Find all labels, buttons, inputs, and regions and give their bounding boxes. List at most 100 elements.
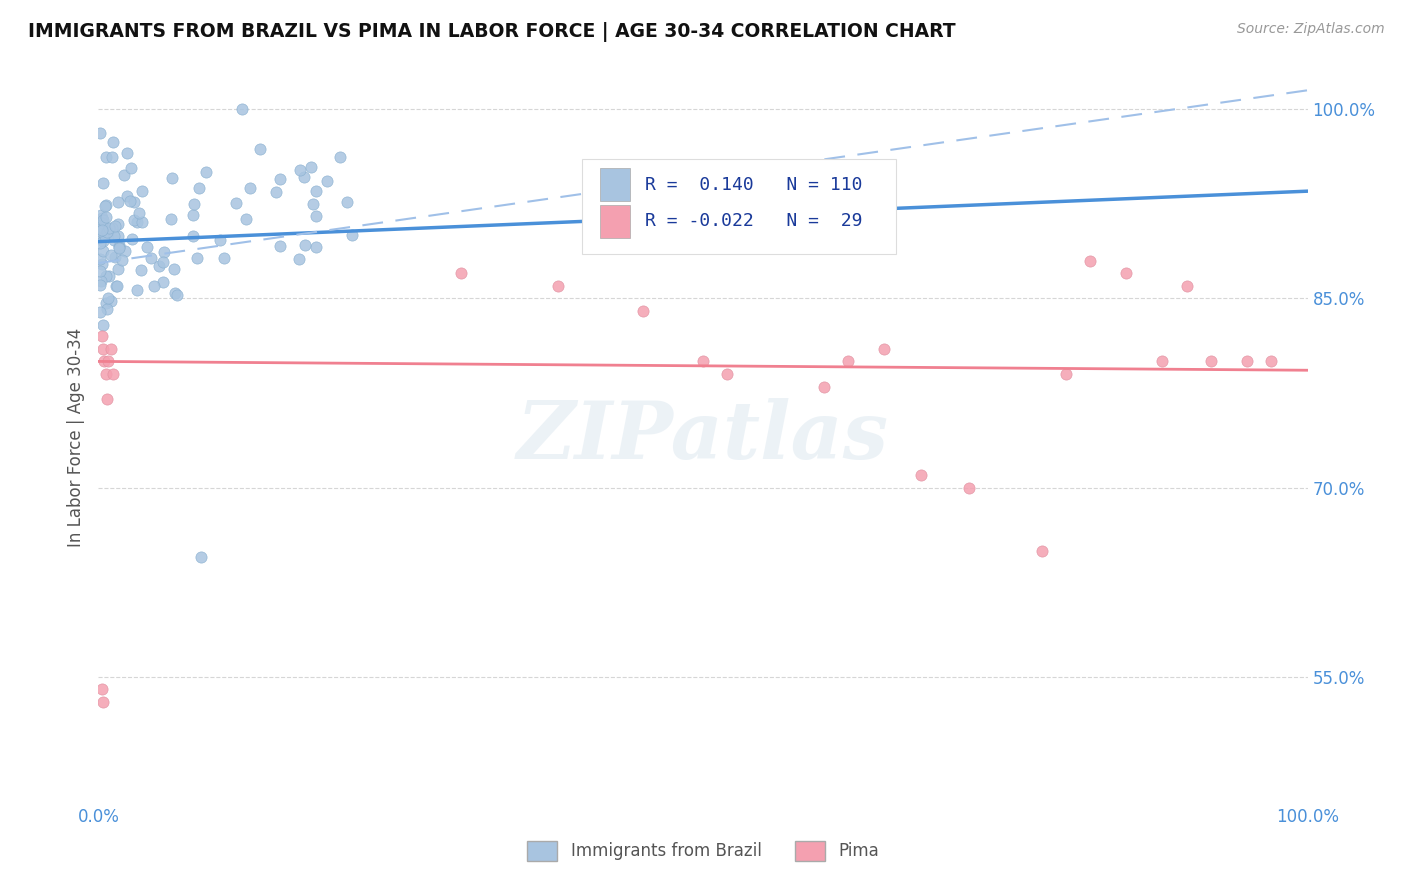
Point xyxy=(89,230,111,244)
Point xyxy=(107,217,129,231)
FancyBboxPatch shape xyxy=(600,205,630,238)
Point xyxy=(94,150,117,164)
Point xyxy=(631,304,654,318)
Text: R = -0.022   N =  29: R = -0.022 N = 29 xyxy=(645,212,862,230)
Point xyxy=(163,285,186,300)
Point xyxy=(93,222,115,236)
Point xyxy=(90,223,112,237)
Point xyxy=(266,186,288,200)
Point xyxy=(335,194,357,209)
Point xyxy=(104,278,127,293)
Point xyxy=(316,174,339,188)
Point xyxy=(97,268,120,283)
Point xyxy=(269,171,291,186)
Point xyxy=(131,263,153,277)
Point xyxy=(1152,354,1174,368)
Point xyxy=(89,278,111,293)
Point xyxy=(96,295,118,310)
Point xyxy=(329,150,352,164)
Point xyxy=(103,228,125,243)
Point xyxy=(107,239,129,253)
Point xyxy=(112,169,135,183)
Point xyxy=(194,165,217,179)
Point xyxy=(186,251,208,265)
Point xyxy=(235,212,257,227)
Point xyxy=(131,184,153,198)
Point xyxy=(114,244,136,259)
Point xyxy=(91,234,114,248)
Point xyxy=(89,126,111,140)
Point xyxy=(128,206,150,220)
Point xyxy=(302,196,325,211)
Point xyxy=(1031,543,1053,558)
Point xyxy=(166,288,188,302)
Point xyxy=(547,278,569,293)
Point xyxy=(91,329,114,343)
Point xyxy=(93,354,115,368)
Point xyxy=(89,224,111,238)
Point xyxy=(294,169,316,184)
Point xyxy=(187,181,209,195)
Point xyxy=(1260,354,1282,368)
Point xyxy=(136,240,159,254)
Point xyxy=(117,145,139,160)
Point xyxy=(124,195,146,210)
Point xyxy=(94,367,117,381)
Point xyxy=(91,257,114,271)
Point xyxy=(305,240,328,254)
Point xyxy=(122,213,145,227)
Point xyxy=(96,301,118,316)
Point xyxy=(225,195,247,210)
Point xyxy=(91,244,114,259)
Text: Source: ZipAtlas.com: Source: ZipAtlas.com xyxy=(1237,22,1385,37)
Text: IMMIGRANTS FROM BRAZIL VS PIMA IN LABOR FORCE | AGE 30-34 CORRELATION CHART: IMMIGRANTS FROM BRAZIL VS PIMA IN LABOR … xyxy=(28,22,956,42)
Point xyxy=(212,251,235,265)
Point xyxy=(160,212,183,227)
Point xyxy=(94,268,117,283)
Point xyxy=(100,342,122,356)
Point xyxy=(96,225,118,239)
FancyBboxPatch shape xyxy=(582,159,897,254)
Point xyxy=(910,467,932,482)
Point xyxy=(160,171,183,186)
Point xyxy=(294,238,316,252)
Point xyxy=(287,252,309,267)
Point xyxy=(96,198,118,212)
Point xyxy=(692,354,714,368)
Point xyxy=(305,184,328,198)
Point xyxy=(148,259,170,273)
Point xyxy=(98,221,121,235)
Point xyxy=(290,163,312,178)
Point xyxy=(105,278,128,293)
Y-axis label: In Labor Force | Age 30-34: In Labor Force | Age 30-34 xyxy=(66,327,84,547)
Point xyxy=(100,247,122,261)
Point xyxy=(450,266,472,280)
Point xyxy=(239,180,262,194)
Point xyxy=(90,208,112,222)
Point xyxy=(1078,253,1101,268)
Point xyxy=(97,225,120,239)
Point xyxy=(94,229,117,244)
Point xyxy=(104,251,127,265)
Point xyxy=(115,189,138,203)
Point xyxy=(90,216,112,230)
Point xyxy=(1115,266,1137,280)
Point xyxy=(716,367,738,381)
Point xyxy=(1199,354,1222,368)
Point xyxy=(107,262,129,277)
Point xyxy=(100,294,122,309)
Point xyxy=(813,379,835,393)
Point xyxy=(120,161,142,175)
Point xyxy=(163,262,186,277)
Point xyxy=(231,102,253,116)
Point xyxy=(152,275,174,289)
Point xyxy=(94,199,117,213)
Point xyxy=(111,252,134,267)
Point xyxy=(304,209,326,223)
Point xyxy=(181,229,204,244)
Point xyxy=(183,197,205,211)
Point xyxy=(142,279,165,293)
Point xyxy=(100,221,122,235)
Point xyxy=(96,392,118,407)
Point xyxy=(208,233,231,247)
